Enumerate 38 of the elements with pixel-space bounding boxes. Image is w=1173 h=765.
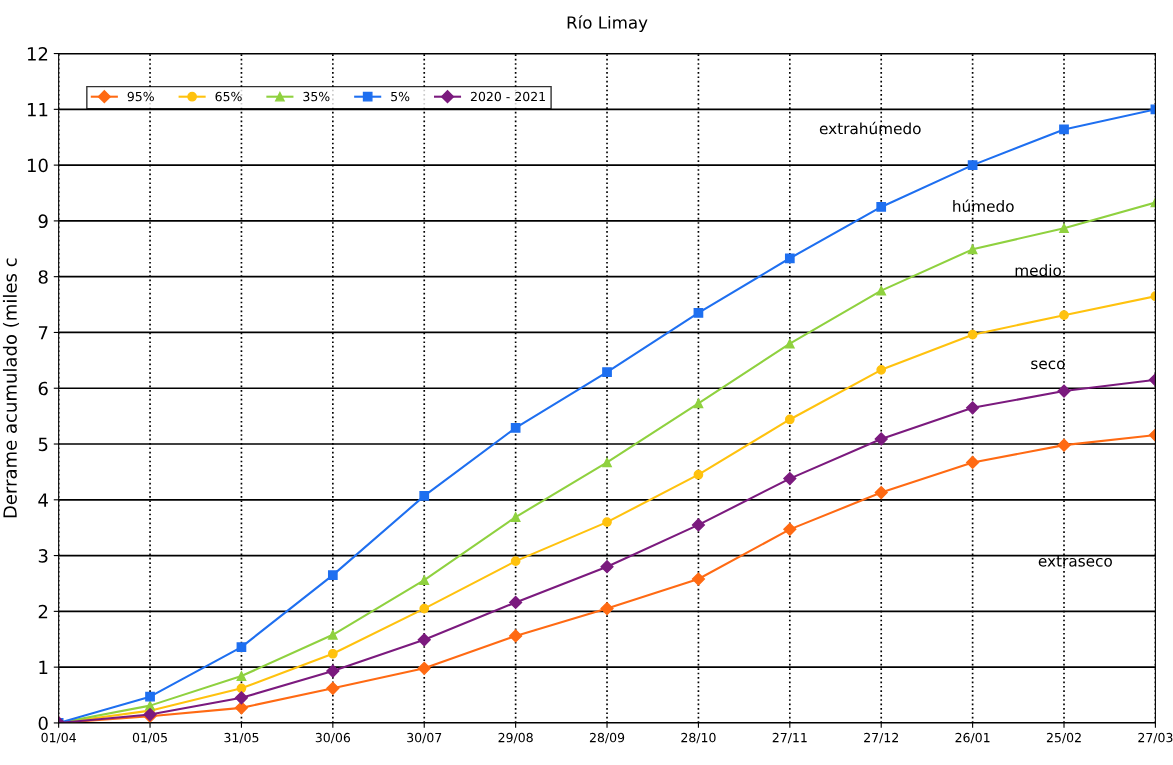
x-tick-label: 27/12 xyxy=(864,732,898,744)
legend-label: 5% xyxy=(391,91,410,102)
y-tick-label: 7 xyxy=(38,326,48,340)
y-tick-label: 12 xyxy=(27,47,48,61)
chart-title: Río Limay xyxy=(567,15,648,33)
x-tick-label: 25/02 xyxy=(1046,732,1081,744)
y-axis-title: Derrame acumulado (miles c xyxy=(2,258,20,518)
y-tick-label: 3 xyxy=(38,549,48,563)
legend-label: 65% xyxy=(215,91,242,102)
x-tick-label: 30/07 xyxy=(407,732,442,744)
x-tick-label: 27/03 xyxy=(1138,732,1173,744)
x-tick-label: 28/10 xyxy=(681,732,716,744)
x-tick-label: 31/05 xyxy=(224,732,259,744)
y-tick-label: 1 xyxy=(39,660,48,674)
x-tick-label: 29/08 xyxy=(498,732,533,744)
y-tick-label: 8 xyxy=(38,270,48,284)
x-tick-label: 01/05 xyxy=(132,732,167,744)
x-tick-label: 01/04 xyxy=(41,732,76,744)
annotation: húmedo xyxy=(953,199,1014,212)
x-tick-label: 30/06 xyxy=(315,732,351,744)
x-tick-label: 26/01 xyxy=(955,732,990,744)
y-tick-label: 9 xyxy=(38,214,48,229)
annotation: extraseco xyxy=(1038,555,1112,567)
y-tick-label: 10 xyxy=(27,158,48,173)
x-tick-label: 28/09 xyxy=(589,732,625,744)
legend-label: 95% xyxy=(127,91,154,102)
annotation: extrahúmedo xyxy=(819,121,921,135)
y-tick-label: 11 xyxy=(27,103,48,117)
y-tick-label: 0 xyxy=(38,716,48,731)
annotation: medio xyxy=(1015,264,1061,277)
annotation: seco xyxy=(1031,360,1065,370)
y-tick-label: 4 xyxy=(38,493,48,507)
y-tick-label: 2 xyxy=(38,604,48,619)
legend-label: 35% xyxy=(303,91,330,102)
legend-label: 2020 - 2021 xyxy=(470,91,545,102)
y-tick-label: 5 xyxy=(38,437,48,452)
y-tick-label: 6 xyxy=(38,381,48,396)
x-tick-label: 27/11 xyxy=(772,732,807,744)
